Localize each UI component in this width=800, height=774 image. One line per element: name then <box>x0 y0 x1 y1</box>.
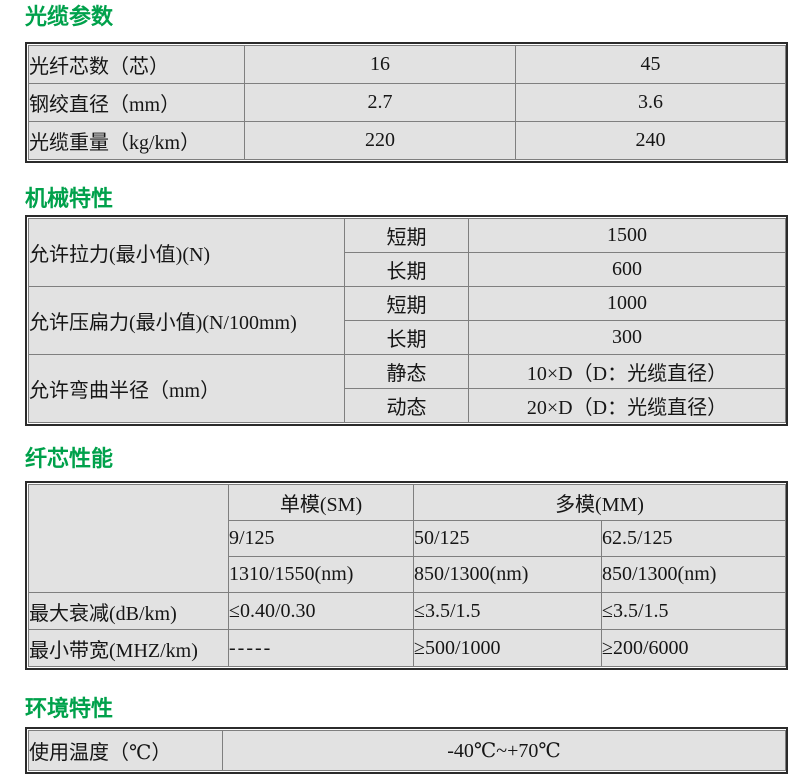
cell-wavelength: 850/1300(nm) <box>413 556 602 593</box>
cell-value: 10×D（D：光缆直径） <box>468 354 786 389</box>
table-row: 动态 20×D（D：光缆直径） <box>29 388 786 423</box>
row-label: 使用温度（℃） <box>28 730 223 771</box>
fiber-table: 单模(SM) 多模(MM) 9/125 50/125 62.5/125 1310… <box>28 484 787 667</box>
cell-wavelength: 1310/1550(nm) <box>228 556 414 593</box>
cell-fiber-type: 9/125 <box>228 520 414 557</box>
row-label: 最小带宽(MHZ/km) <box>28 629 229 667</box>
cell-term: 短期 <box>344 218 469 253</box>
cell-value: ≤0.40/0.30 <box>228 592 414 630</box>
cable-params-table: 光纤芯数（芯） 16 45 钢绞直径（mm） 2.7 3.6 光缆重量（kg/k… <box>28 45 786 160</box>
table-row: 允许拉力(最小值)(N) 短期 1500 <box>28 218 786 287</box>
table-row: 9/125 50/125 62.5/125 <box>29 520 787 557</box>
cell-value: 20×D（D：光缆直径） <box>468 388 786 423</box>
environment-table: 使用温度（℃） -40℃~+70℃ <box>28 730 786 771</box>
row-label: 允许弯曲半径（mm） <box>28 354 345 423</box>
cell-value: 1500 <box>468 218 786 253</box>
cell-value: 600 <box>468 252 786 287</box>
column-header-singlemode: 单模(SM) <box>228 484 414 521</box>
row-label: 最大衰减(dB/km) <box>28 592 229 630</box>
mechanical-table-frame: 允许拉力(最小值)(N) 短期 1500 长期 600 允许压扁力(最小值)(N… <box>25 215 788 426</box>
table-row: 长期 600 <box>29 252 786 287</box>
cell-fiber-type: 62.5/125 <box>600 520 787 557</box>
cell-value: ≤3.5/1.5 <box>600 592 787 630</box>
cell-term: 静态 <box>344 354 469 389</box>
table-row: 使用温度（℃） -40℃~+70℃ <box>28 730 786 771</box>
cell-value: 1000 <box>468 286 786 321</box>
cell-fiber-type: 50/125 <box>413 520 602 557</box>
table-row: 单模(SM) 多模(MM) <box>28 484 787 593</box>
environment-table-frame: 使用温度（℃） -40℃~+70℃ <box>25 727 788 774</box>
table-row: 光纤芯数（芯） 16 45 <box>28 45 786 84</box>
table-row: 允许弯曲半径（mm） 静态 10×D（D：光缆直径） <box>28 354 786 423</box>
cell-value: 16 <box>244 45 516 84</box>
section-heading-cable-params: 光缆参数 <box>25 4 114 29</box>
mechanical-table: 允许拉力(最小值)(N) 短期 1500 长期 600 允许压扁力(最小值)(N… <box>28 218 786 423</box>
cell-value: 2.7 <box>244 83 516 122</box>
cell-term: 短期 <box>344 286 469 321</box>
cell-value: ≥200/6000 <box>600 629 787 667</box>
section-heading-mechanical: 机械特性 <box>25 186 114 211</box>
cell-value: ≥500/1000 <box>413 629 602 667</box>
table-row: 1310/1550(nm) 850/1300(nm) 850/1300(nm) <box>29 556 787 593</box>
cell-term: 动态 <box>344 388 469 423</box>
cable-params-table-frame: 光纤芯数（芯） 16 45 钢绞直径（mm） 2.7 3.6 光缆重量（kg/k… <box>25 42 788 163</box>
fiber-table-frame: 单模(SM) 多模(MM) 9/125 50/125 62.5/125 1310… <box>25 481 788 670</box>
cell-value: 240 <box>515 121 786 160</box>
table-row: 允许压扁力(最小值)(N/100mm) 短期 1000 <box>28 286 786 355</box>
row-label: 光纤芯数（芯） <box>28 45 245 84</box>
row-label: 光缆重量（kg/km） <box>28 121 245 160</box>
table-row: 长期 300 <box>29 320 786 355</box>
row-label: 允许拉力(最小值)(N) <box>28 218 345 287</box>
cell-value: 45 <box>515 45 786 84</box>
table-row: 最大衰减(dB/km) ≤0.40/0.30 ≤3.5/1.5 ≤3.5/1.5 <box>28 592 787 630</box>
diagonal-cell <box>28 484 229 593</box>
cell-term: 长期 <box>344 320 469 355</box>
cell-value: -40℃~+70℃ <box>222 730 786 771</box>
section-heading-environment: 环境特性 <box>25 696 114 721</box>
column-header-multimode: 多模(MM) <box>412 484 787 521</box>
cell-value: ----- <box>228 629 414 667</box>
cell-value: ≤3.5/1.5 <box>413 592 602 630</box>
cell-wavelength: 850/1300(nm) <box>600 556 787 593</box>
row-label: 允许压扁力(最小值)(N/100mm) <box>28 286 345 355</box>
cell-value: 3.6 <box>515 83 786 122</box>
row-label: 钢绞直径（mm） <box>28 83 245 122</box>
cell-value: 300 <box>468 320 786 355</box>
table-row: 光缆重量（kg/km） 220 240 <box>28 121 786 160</box>
cell-value: 220 <box>244 121 516 160</box>
cell-term: 长期 <box>344 252 469 287</box>
section-heading-fiber: 纤芯性能 <box>25 446 114 471</box>
table-row: 钢绞直径（mm） 2.7 3.6 <box>28 83 786 122</box>
table-row: 最小带宽(MHZ/km) ----- ≥500/1000 ≥200/6000 <box>28 629 787 667</box>
